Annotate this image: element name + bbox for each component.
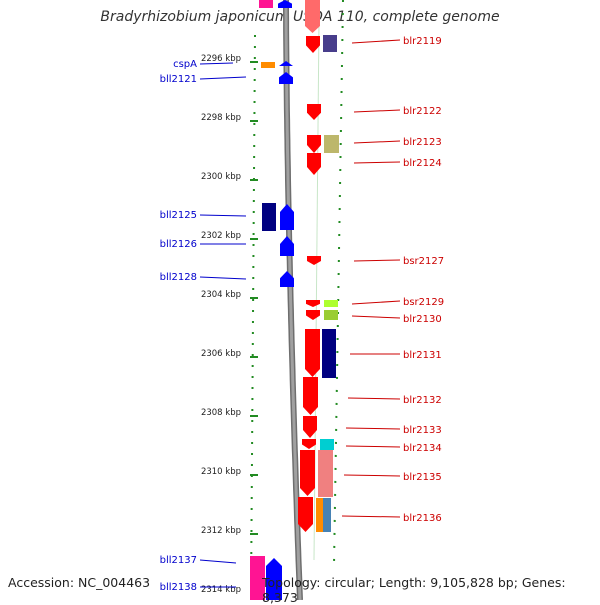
gene-bsr2127 bbox=[307, 256, 321, 265]
gene-blr2123 bbox=[307, 135, 321, 153]
gene-unlabeled-khaki bbox=[324, 135, 339, 153]
gene-unlabeled-dark-blue bbox=[262, 203, 276, 231]
gene-unlabeled-pink-bottom bbox=[250, 556, 265, 600]
leader-line-bll2121 bbox=[199, 76, 247, 80]
label-blr2136: blr2136 bbox=[403, 513, 442, 524]
gene-unlabeled-slate bbox=[323, 35, 337, 52]
backbone-highlight bbox=[284, 0, 302, 600]
gene-blr2130 bbox=[306, 310, 320, 320]
label-blr2135: blr2135 bbox=[403, 472, 442, 483]
scale-tick-label: 2304 kbp bbox=[201, 290, 241, 300]
leader-line-blr2132 bbox=[347, 397, 401, 400]
scale-tick-label: 2306 kbp bbox=[201, 349, 241, 359]
label-blr2130: blr2130 bbox=[403, 314, 442, 325]
gene-blr2136 bbox=[298, 497, 313, 532]
leader-line-bll2128 bbox=[199, 276, 247, 280]
right-tick-column-outer bbox=[333, 0, 344, 566]
scale-tick-label: 2308 kbp bbox=[201, 408, 241, 418]
gene-unlabeled-pink-top bbox=[259, 0, 273, 8]
label-cspA: cspA bbox=[173, 59, 197, 70]
gene-unlabeled-steel bbox=[323, 498, 331, 532]
label-bsr2129: bsr2129 bbox=[403, 297, 444, 308]
gene-unlabeled-green-b bbox=[324, 310, 338, 320]
label-blr2133: blr2133 bbox=[403, 425, 442, 436]
gene-blr2124 bbox=[307, 153, 321, 175]
gene-unlabeled-blue-top bbox=[278, 0, 292, 8]
gene-blr2132 bbox=[303, 377, 318, 415]
gene-blr2122 bbox=[307, 104, 321, 120]
gene-unlabeled-salmon bbox=[318, 450, 333, 497]
leader-line-blr2136 bbox=[341, 515, 401, 518]
scale-tick-label: 2314 kbp bbox=[201, 585, 241, 595]
label-bll2126: bll2126 bbox=[160, 239, 197, 250]
gene-blr2135 bbox=[300, 450, 315, 496]
label-blr2134: blr2134 bbox=[403, 443, 442, 454]
left-tick-column bbox=[250, 34, 256, 599]
scale-tick-label: 2302 kbp bbox=[201, 231, 241, 241]
label-bll2137: bll2137 bbox=[160, 555, 197, 566]
label-bll2125: bll2125 bbox=[160, 210, 197, 221]
gene-unlabeled-small-up bbox=[279, 61, 293, 66]
gene-cspA bbox=[261, 62, 275, 68]
leader-line-bsr2127 bbox=[353, 259, 401, 262]
leader-line-bsr2129 bbox=[351, 300, 401, 305]
leader-line-blr2124 bbox=[353, 161, 401, 164]
gene-bsr2129 bbox=[306, 300, 320, 307]
label-bll2138: bll2138 bbox=[160, 582, 197, 593]
leader-line-blr2133 bbox=[345, 427, 401, 430]
leader-line-blr2135 bbox=[343, 474, 401, 477]
gene-bll2138 bbox=[266, 575, 282, 600]
label-blr2123: blr2123 bbox=[403, 137, 442, 148]
leader-line-blr2130 bbox=[351, 315, 401, 319]
gene-unlabeled-top-red bbox=[305, 0, 320, 33]
scale-tick-label: 2312 kbp bbox=[201, 526, 241, 536]
label-bll2128: bll2128 bbox=[160, 272, 197, 283]
topology-info: Topology: circular; Length: 9,105,828 bp… bbox=[262, 575, 566, 605]
gene-unlabeled-green-a bbox=[324, 300, 338, 307]
leader-line-bll2125 bbox=[199, 214, 247, 217]
gene-unlabeled-navy bbox=[322, 329, 336, 378]
label-bsr2127: bsr2127 bbox=[403, 256, 444, 267]
label-blr2124: blr2124 bbox=[403, 158, 442, 169]
label-blr2131: blr2131 bbox=[403, 350, 442, 361]
leader-line-bll2137 bbox=[199, 559, 237, 564]
label-bll2121: bll2121 bbox=[160, 74, 197, 85]
label-blr2132: blr2132 bbox=[403, 395, 442, 406]
gene-bll2125 bbox=[280, 204, 294, 230]
map-title: Bradyrhizobium japonicum USDA 110, compl… bbox=[100, 9, 500, 25]
leader-line-blr2123 bbox=[353, 140, 401, 144]
accession-label: Accession: NC_004463 bbox=[8, 575, 151, 590]
scale-tick-label: 2300 kbp bbox=[201, 172, 241, 182]
leader-line-cspA bbox=[199, 62, 234, 65]
leader-line-blr2122 bbox=[353, 109, 401, 113]
leader-line-blr2134 bbox=[345, 445, 401, 448]
label-blr2122: blr2122 bbox=[403, 106, 442, 117]
gene-bll2128 bbox=[280, 271, 294, 287]
label-blr2119: blr2119 bbox=[403, 36, 442, 47]
scale-tick-label: 2298 kbp bbox=[201, 113, 241, 123]
gene-blr2119 bbox=[306, 36, 320, 53]
gene-blr2131 bbox=[305, 329, 320, 377]
gene-bll2121 bbox=[279, 72, 293, 84]
scale-tick-label: 2310 kbp bbox=[201, 467, 241, 477]
gene-blr2134 bbox=[302, 439, 316, 449]
gene-bll2126 bbox=[280, 236, 294, 256]
scale-tick-label: 2296 kbp bbox=[201, 54, 241, 64]
leader-line-blr2119 bbox=[351, 39, 401, 44]
gene-unlabeled-cyan bbox=[320, 439, 334, 450]
gene-blr2133 bbox=[303, 416, 317, 438]
gene-unlabeled-orange bbox=[316, 498, 324, 532]
